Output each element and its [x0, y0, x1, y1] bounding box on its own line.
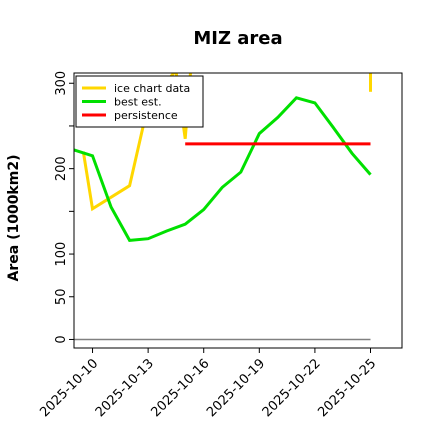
y-tick-label: 200 — [54, 156, 69, 181]
x-tick-label: 2025-10-13 — [93, 356, 157, 420]
y-tick-label: 100 — [54, 242, 69, 267]
series-line-best-est — [74, 96, 372, 242]
legend-label-persistence: persistence — [114, 109, 178, 122]
x-tick-label: 2025-10-25 — [315, 356, 379, 420]
x-tick-label: 2025-10-22 — [260, 356, 324, 420]
legend-label-ice-chart-data: ice chart data — [114, 82, 190, 95]
x-tick-label: 2025-10-10 — [37, 356, 101, 420]
legend-label-best-est: best est. — [114, 96, 162, 109]
y-tick-label: 0 — [54, 335, 69, 343]
plot-frame — [73, 72, 403, 349]
chart-title: MIZ area — [193, 28, 282, 49]
y-tick-label: 50 — [54, 289, 69, 306]
x-tick-label: 2025-10-16 — [148, 356, 212, 420]
x-tick-label: 2025-10-19 — [204, 356, 268, 420]
y-axis-label: Area (1000km2) — [6, 155, 22, 282]
y-tick-label: 300 — [54, 71, 69, 96]
x-axis: 2025-10-102025-10-132025-10-162025-10-19… — [37, 348, 379, 420]
y-axis: 0 50 100 200 300 — [54, 71, 74, 344]
